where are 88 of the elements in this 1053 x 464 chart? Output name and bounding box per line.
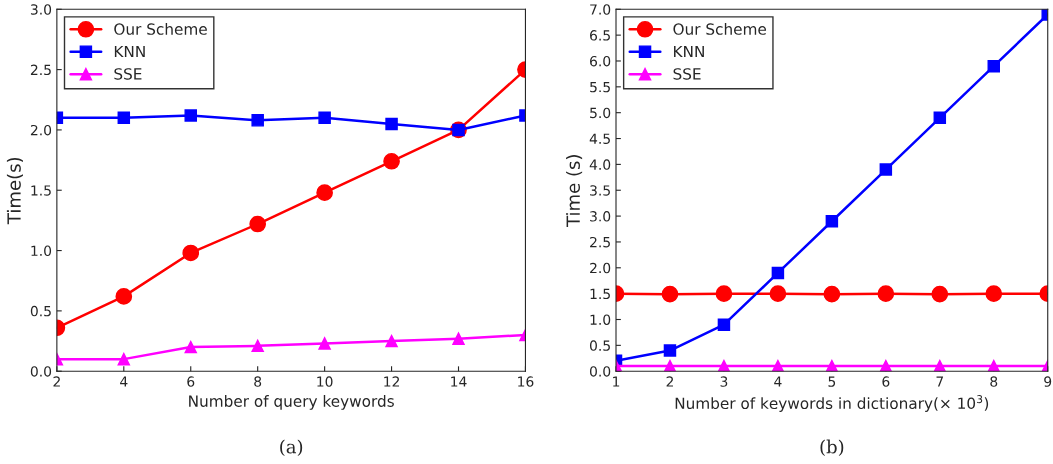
x-tick-label: 2 [666, 376, 673, 387]
y-tick-label: 2.0 [590, 262, 611, 274]
point [715, 285, 733, 302]
y-tick-label: 0.5 [30, 305, 51, 317]
y-tick-label: 1.5 [590, 288, 610, 300]
y-tick-label: 4.0 [589, 159, 611, 170]
y-tick-label: 7.0 [590, 4, 611, 15]
y-axis-title: Time (s) [566, 155, 583, 227]
point [182, 244, 200, 262]
point [933, 359, 947, 372]
point [117, 352, 131, 366]
point [769, 285, 787, 302]
legend-label: SSE [673, 68, 701, 80]
point [385, 117, 398, 131]
y-tick-label: 0.0 [30, 366, 52, 377]
point [825, 359, 839, 372]
point [663, 359, 677, 372]
x-tick-label: 12 [384, 376, 400, 387]
x-tick-label: 9 [1044, 376, 1052, 387]
y-tick-label: 4.5 [589, 133, 610, 145]
point [987, 59, 1001, 73]
x-tick-label: 6 [882, 376, 890, 387]
point [251, 339, 264, 353]
x-axis-title: Number of keywords in dictionary(× 10$^{3}$) [675, 395, 989, 413]
legend-label: KNN [114, 45, 145, 58]
point [879, 359, 893, 372]
y-tick-label: 6.0 [590, 55, 611, 67]
point [318, 337, 331, 350]
y-tick-label: 1.0 [590, 314, 611, 325]
point [115, 288, 133, 305]
point [717, 318, 731, 331]
y-tick-label: 3.5 [590, 185, 610, 196]
point [318, 111, 331, 125]
x-tick-label: 7 [936, 376, 944, 387]
x-tick-label: 3 [720, 376, 728, 387]
y-tick-label: 0.5 [589, 340, 610, 351]
x-tick-label: 6 [187, 376, 195, 387]
y-tick-label: 3.0 [30, 4, 52, 15]
x-tick-label: 1 [613, 376, 620, 387]
legend-label: Our Scheme [673, 23, 767, 35]
point [771, 359, 785, 372]
y-tick-label: 3.0 [590, 211, 611, 222]
point [825, 215, 839, 228]
x-tick-label: 14 [451, 376, 467, 387]
point [879, 163, 893, 176]
x-tick-label: 5 [828, 376, 836, 387]
x-tick-label: 16 [518, 376, 534, 387]
text: (a) [280, 439, 303, 457]
y-tick-label: 6.5 [590, 30, 610, 41]
point [661, 285, 679, 303]
point [717, 359, 731, 372]
point [823, 285, 841, 303]
y-tick-label: 2.0 [30, 124, 52, 136]
point [383, 152, 400, 170]
point [316, 184, 333, 201]
point [987, 359, 1001, 372]
y-tick-label: 2.5 [30, 64, 51, 76]
point [249, 215, 267, 233]
point [771, 266, 785, 280]
point [931, 285, 949, 303]
legend-label: KNN [674, 45, 704, 58]
y-tick-label: 0.0 [589, 366, 611, 377]
point [985, 285, 1003, 302]
x-tick-label: 4 [774, 376, 782, 387]
y-tick-label: 1.5 [31, 185, 51, 196]
point [877, 285, 895, 302]
text: (b) [820, 439, 844, 457]
legend-label: SSE [114, 68, 142, 80]
point [251, 114, 264, 127]
point [933, 111, 947, 125]
y-tick-label: 5.5 [590, 81, 610, 93]
y-tick-label: 5.0 [590, 107, 611, 119]
x-tick-label: 8 [254, 376, 262, 387]
x-tick-label: 2 [53, 376, 60, 387]
x-axis-title: Number of query keywords [189, 395, 394, 410]
legend-label: Our Scheme [114, 23, 207, 35]
point [184, 340, 197, 354]
point [385, 334, 398, 348]
point [452, 332, 465, 345]
y-tick-label: 1.0 [31, 245, 52, 257]
point [117, 111, 131, 125]
y-tick-label: 2.5 [590, 236, 610, 248]
x-tick-label: 4 [120, 376, 128, 387]
point [663, 344, 677, 357]
y-axis-title: Time(s) [6, 157, 23, 225]
point [184, 109, 197, 122]
x-tick-label: 8 [990, 376, 998, 387]
x-tick-label: 10 [317, 376, 333, 387]
